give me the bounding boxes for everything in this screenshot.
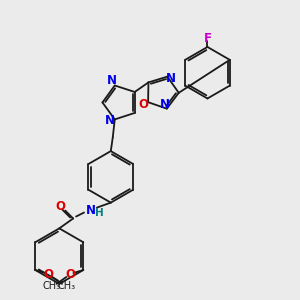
Text: CH₃: CH₃ [43,281,61,291]
Text: O: O [65,268,75,281]
Text: N: N [105,114,115,127]
Text: N: N [160,98,170,111]
Text: O: O [138,98,148,111]
Text: N: N [107,74,117,87]
Text: H: H [94,208,103,218]
Text: O: O [43,268,53,281]
Text: CH₃: CH₃ [58,281,76,291]
Text: N: N [86,204,96,217]
Text: N: N [166,72,176,85]
Text: F: F [203,32,211,44]
Text: O: O [55,200,65,213]
